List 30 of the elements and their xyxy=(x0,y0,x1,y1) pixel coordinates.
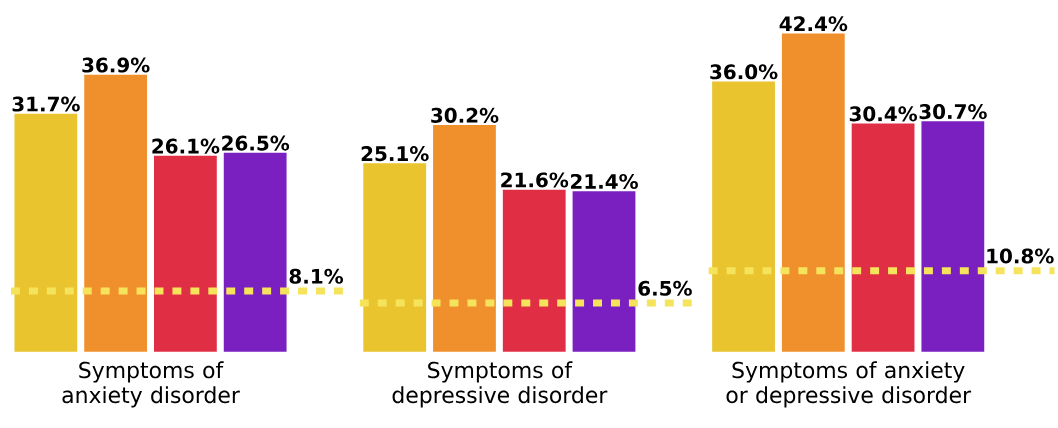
bar xyxy=(781,33,845,353)
data-label: 30.7% xyxy=(919,104,987,120)
bar xyxy=(921,121,985,353)
bar xyxy=(433,125,496,353)
bar xyxy=(223,153,287,353)
x-axis-title: Symptoms of anxiety or depressive disorder xyxy=(726,361,972,408)
x-axis-title: Symptoms of anxiety disorder xyxy=(62,361,240,408)
ref-line-label: 10.8% xyxy=(987,248,1054,264)
data-label: 26.5% xyxy=(222,135,290,151)
bar xyxy=(502,189,566,353)
data-label: 42.4% xyxy=(779,16,848,32)
bar xyxy=(363,163,427,353)
data-label: 25.1% xyxy=(361,146,429,162)
ref-line-label: 8.1% xyxy=(289,268,344,285)
data-label: 26.1% xyxy=(152,138,220,154)
data-label: 30.4% xyxy=(849,106,918,122)
data-label: 30.2% xyxy=(431,108,499,124)
bar xyxy=(14,114,78,353)
bar xyxy=(572,191,636,353)
x-axis-title: Symptoms of depressive disorder xyxy=(392,361,608,408)
ref-line-label: 6.5% xyxy=(638,280,692,297)
data-label: 36.9% xyxy=(82,57,150,73)
bar xyxy=(851,123,915,353)
data-label: 36.0% xyxy=(710,64,778,80)
data-label: 21.4% xyxy=(571,174,638,190)
bar xyxy=(154,156,217,353)
bar xyxy=(712,81,775,353)
data-label: 31.7% xyxy=(12,96,80,112)
data-label: 21.6% xyxy=(501,172,569,188)
bar xyxy=(84,74,148,353)
